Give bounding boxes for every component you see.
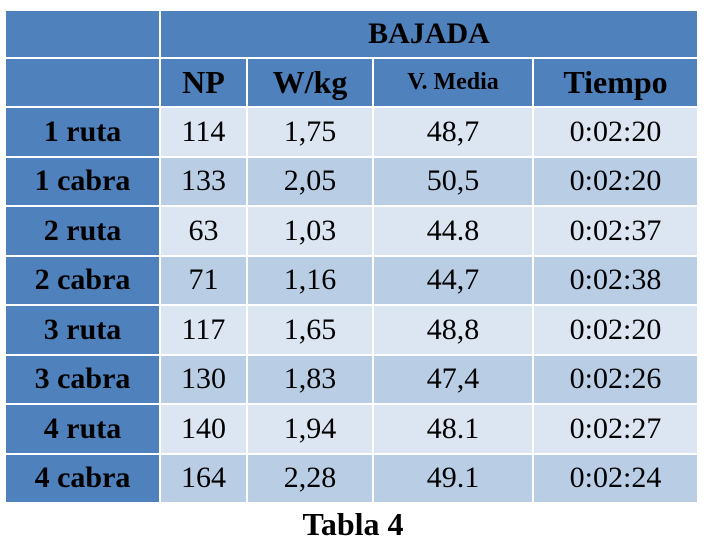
column-header: V. Media <box>373 58 533 107</box>
data-cell: 0:02:20 <box>533 156 698 206</box>
data-cell: 117 <box>160 305 247 355</box>
data-cell: 1,65 <box>247 305 373 355</box>
data-cell: 49.1 <box>373 453 533 503</box>
data-cell: 71 <box>160 255 247 305</box>
data-cell: 114 <box>160 107 247 157</box>
row-header: 3 cabra <box>5 354 160 404</box>
row-header: 4 ruta <box>5 404 160 454</box>
corner-cell <box>5 10 160 58</box>
row-header: 1 cabra <box>5 156 160 206</box>
data-cell: 0:02:37 <box>533 206 698 256</box>
data-cell: 48.1 <box>373 404 533 454</box>
data-cell: 1,75 <box>247 107 373 157</box>
data-cell: 2,28 <box>247 453 373 503</box>
data-cell: 44,7 <box>373 255 533 305</box>
data-cell: 1,03 <box>247 206 373 256</box>
data-cell: 47,4 <box>373 354 533 404</box>
table-title: BAJADA <box>160 10 698 58</box>
corner-cell <box>5 58 160 107</box>
data-cell: 48,8 <box>373 305 533 355</box>
data-cell: 0:02:26 <box>533 354 698 404</box>
data-cell: 44.8 <box>373 206 533 256</box>
data-cell: 1,94 <box>247 404 373 454</box>
data-cell: 130 <box>160 354 247 404</box>
data-cell: 2,05 <box>247 156 373 206</box>
column-header: Tiempo <box>533 58 698 107</box>
data-cell: 1,16 <box>247 255 373 305</box>
data-cell: 48,7 <box>373 107 533 157</box>
data-cell: 1,83 <box>247 354 373 404</box>
data-cell: 50,5 <box>373 156 533 206</box>
data-cell: 0:02:20 <box>533 305 698 355</box>
data-cell: 63 <box>160 206 247 256</box>
row-header: 2 ruta <box>5 206 160 256</box>
data-cell: 140 <box>160 404 247 454</box>
column-header: NP <box>160 58 247 107</box>
column-header: W/kg <box>247 58 373 107</box>
data-cell: 0:02:27 <box>533 404 698 454</box>
data-cell: 0:02:38 <box>533 255 698 305</box>
caption: Tabla 4 <box>302 506 404 542</box>
row-header: 4 cabra <box>5 453 160 503</box>
data-cell: 133 <box>160 156 247 206</box>
row-header: 3 ruta <box>5 305 160 355</box>
row-header: 1 ruta <box>5 107 160 157</box>
row-header: 2 cabra <box>5 255 160 305</box>
data-cell: 164 <box>160 453 247 503</box>
data-cell: 0:02:24 <box>533 453 698 503</box>
data-cell: 0:02:20 <box>533 107 698 157</box>
